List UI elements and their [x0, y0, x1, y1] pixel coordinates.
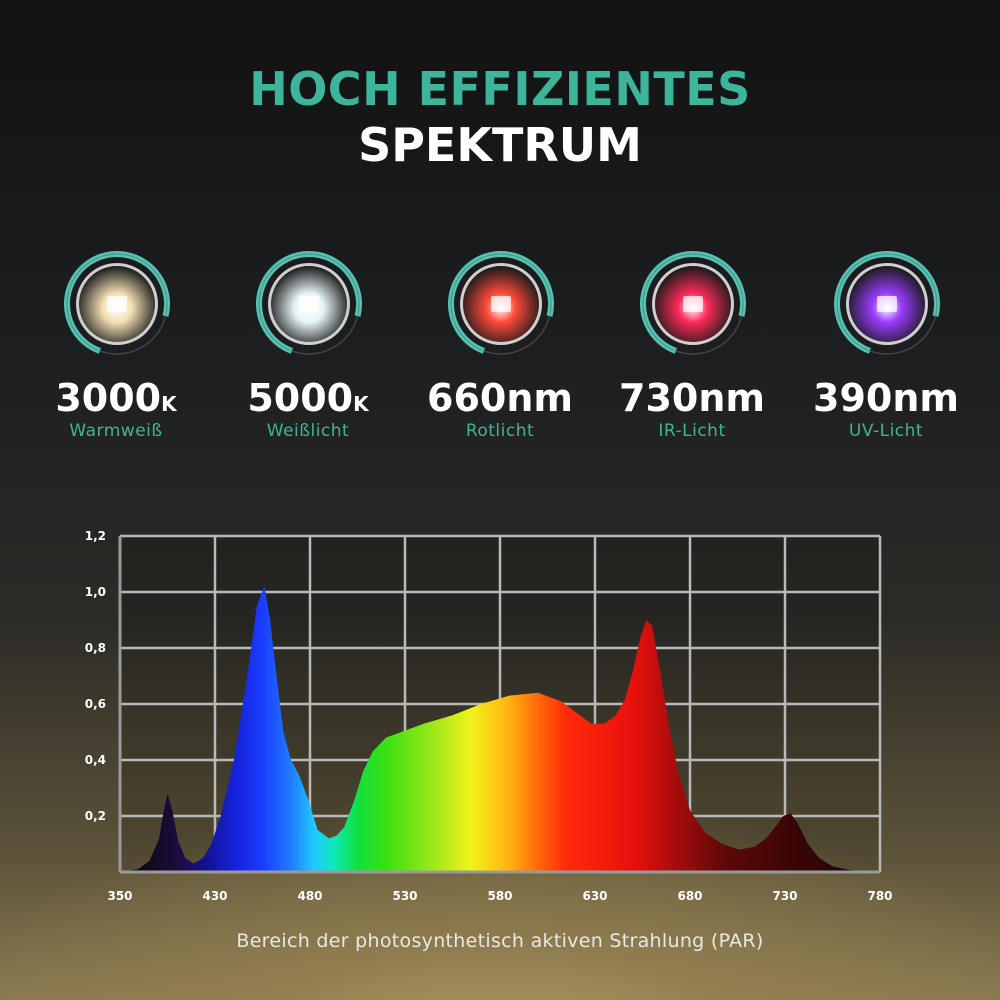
badge-number: 390nm [813, 376, 959, 420]
y-tick-label: 1,0 [85, 585, 106, 599]
y-tick-label: 0,6 [85, 697, 106, 711]
red-led-icon [448, 251, 554, 357]
badge-label: Rotlicht [465, 421, 535, 441]
badge-unit: K [353, 392, 369, 416]
badge-uv-licht: 390nm UV-Licht [786, 245, 986, 445]
chart-caption: Bereich der photosynthetisch aktiven Str… [236, 930, 764, 952]
x-tick-labels: 350 430 480 530 580 630 680 730 780 [107, 889, 892, 903]
badge-value: 660nm [400, 376, 600, 420]
spectrum-series [120, 586, 880, 872]
ir-led-icon [640, 251, 746, 357]
x-tick-label: 430 [202, 889, 227, 903]
x-tick-label: 350 [107, 889, 132, 903]
y-tick-label: 0,8 [85, 641, 106, 655]
warm-white-led-icon [64, 251, 170, 357]
spectrum-chart: 1,2 1,0 0,8 0,6 0,4 0,2 350 430 480 530 580 630 680… [85, 529, 893, 903]
spectrum-area [120, 586, 880, 872]
badge-number: 730nm [619, 376, 765, 420]
badge-value: 3000K [16, 376, 216, 420]
badge-value: 5000K [208, 376, 408, 420]
badge-value: 390nm [786, 376, 986, 420]
badge-unit: K [161, 392, 177, 416]
badge-number: 3000 [55, 376, 162, 420]
x-tick-label: 480 [297, 889, 322, 903]
badge-label: IR-Licht [658, 421, 726, 441]
y-tick-label: 0,4 [85, 753, 106, 767]
headline-line-2: SPEKTRUM [358, 118, 642, 172]
white-led-icon [256, 251, 362, 357]
badge-label: Weißlicht [266, 421, 350, 441]
x-tick-label: 630 [582, 889, 607, 903]
x-tick-label: 680 [677, 889, 702, 903]
headline-line-1: HOCH EFFIZIENTES [249, 62, 751, 116]
badge-ir-licht: 730nm IR-Licht [592, 245, 792, 445]
badge-wei-licht: 5000K Weißlicht [208, 245, 408, 445]
badge-value: 730nm [592, 376, 792, 420]
badge-number: 660nm [427, 376, 573, 420]
badge-rotlicht: 660nm Rotlicht [400, 245, 600, 445]
x-tick-label: 730 [772, 889, 797, 903]
badge-label: Warmweiß [69, 421, 163, 441]
y-tick-label: 0,2 [85, 809, 106, 823]
x-tick-label: 780 [867, 889, 892, 903]
x-tick-label: 530 [392, 889, 417, 903]
badge-label: UV-Licht [848, 421, 924, 441]
badge-warmwei-: 3000K Warmweiß [16, 245, 216, 445]
badge-number: 5000 [247, 376, 354, 420]
chart-axes [118, 536, 880, 874]
uv-led-icon [834, 251, 940, 357]
y-tick-labels: 1,2 1,0 0,8 0,6 0,4 0,2 [85, 529, 106, 823]
y-tick-label: 1,2 [85, 529, 106, 543]
x-tick-label: 580 [487, 889, 512, 903]
